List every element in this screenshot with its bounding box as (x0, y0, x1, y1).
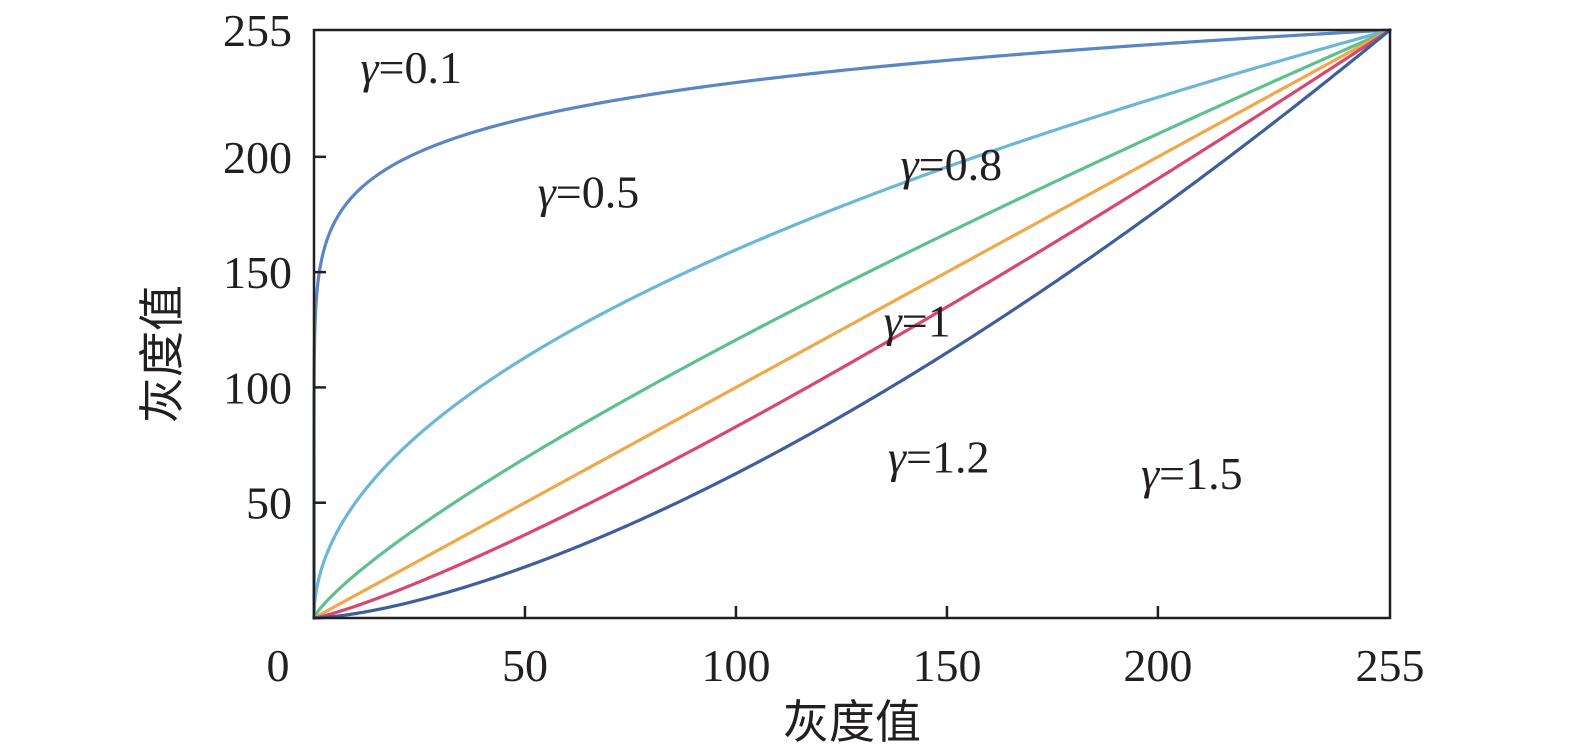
series-line-1 (312, 28, 1392, 620)
curve-label-0: γ=0.1 (360, 42, 462, 93)
x-axis-title: 灰度值 (783, 695, 921, 749)
curve-label-5: γ=1.5 (1141, 448, 1243, 499)
y-axis-title: 灰度值 (135, 285, 189, 423)
series-line-0 (312, 28, 1392, 620)
x-tick-label-3: 150 (912, 640, 981, 691)
y-tick-label-1: 100 (223, 362, 292, 413)
y-tick-label-2: 150 (223, 247, 292, 298)
curve-label-4: γ=1.2 (888, 432, 990, 483)
series-line-3 (312, 28, 1392, 620)
y-tick-label-4: 255 (223, 5, 292, 56)
x-tick-label-2: 100 (701, 640, 770, 691)
x-tick-label-5: 255 (1356, 640, 1425, 691)
tick-group (314, 155, 1160, 618)
y-tick-label-0: 50 (246, 478, 292, 529)
curve-label-1: γ=0.5 (538, 167, 640, 218)
y-tick-label-3: 200 (223, 132, 292, 183)
series-line-4 (312, 28, 1392, 620)
curve-label-2: γ=0.8 (901, 139, 1003, 190)
x-tick-label-0: 0 (267, 640, 290, 691)
curve-label-group: γ=0.1 γ=0.5 γ=0.8 γ=1 γ=1.2 γ=1.5 (360, 42, 1242, 499)
curve-group (312, 28, 1392, 620)
tick-label-group: 0 50 100 150 200 255 50 100 150 200 255 (223, 5, 1425, 691)
x-tick-label-4: 200 (1123, 640, 1192, 691)
curve-label-3: γ=1 (884, 296, 951, 347)
series-line-2 (312, 28, 1392, 620)
x-tick-label-1: 50 (502, 640, 548, 691)
series-line-5 (312, 28, 1392, 620)
plot-frame (312, 28, 1392, 620)
